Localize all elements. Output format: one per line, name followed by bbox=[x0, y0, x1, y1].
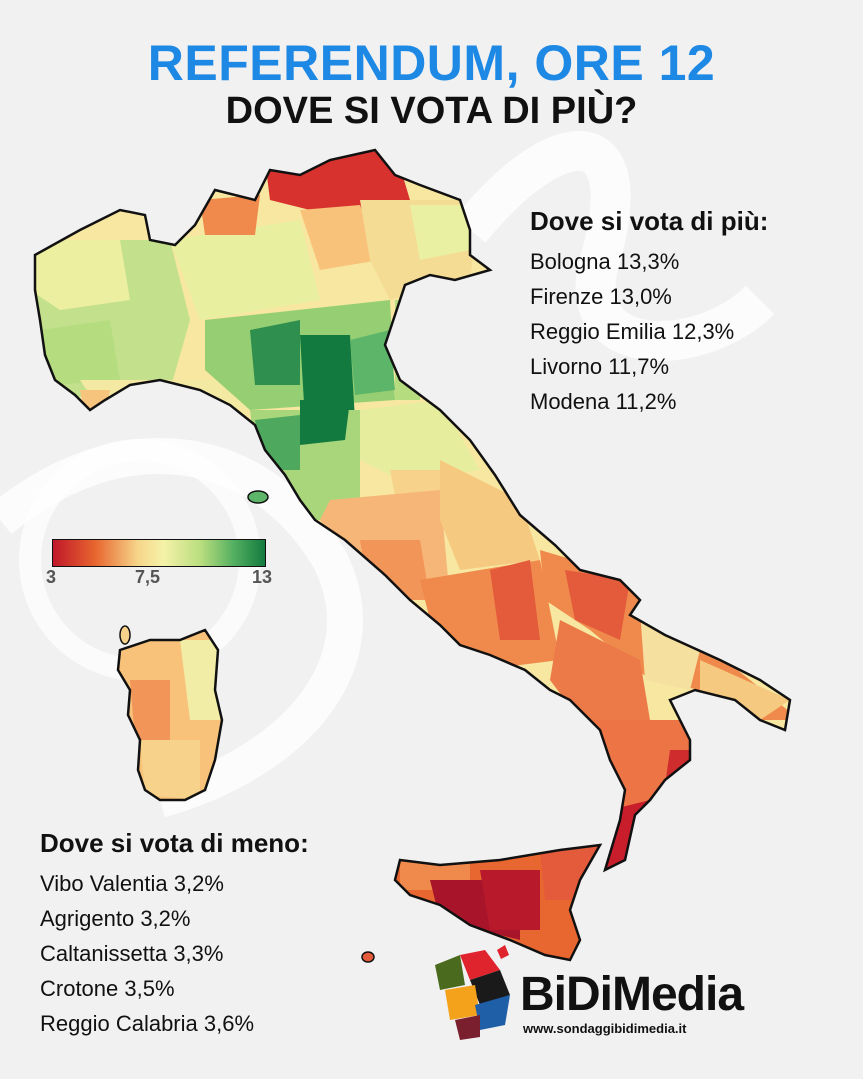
list-item: Reggio Calabria 3,6% bbox=[40, 1011, 255, 1036]
highest-turnout-heading: Dove si vota di più: bbox=[530, 206, 769, 236]
list-item: Livorno 11,7% bbox=[530, 354, 670, 379]
legend-max-label: 13 bbox=[252, 567, 273, 587]
lowest-turnout-list: Vibo Valentia 3,2% Agrigento 3,2% Caltan… bbox=[40, 866, 309, 1041]
list-item: Modena 11,2% bbox=[530, 389, 677, 414]
lowest-turnout-heading: Dove si vota di meno: bbox=[40, 828, 309, 858]
legend-min-label: 3 bbox=[46, 567, 57, 587]
list-item: Vibo Valentia 3,2% bbox=[40, 871, 224, 896]
lowest-turnout-panel: Dove si vota di meno: Vibo Valentia 3,2%… bbox=[40, 828, 309, 1041]
brand-name: BiDiMedia bbox=[520, 968, 744, 1021]
list-item: Agrigento 3,2% bbox=[40, 906, 191, 931]
page-subtitle: DOVE SI VOTA DI PIÙ? bbox=[225, 90, 638, 132]
highest-turnout-panel: Dove si vota di più: Bologna 13,3% Firen… bbox=[530, 206, 768, 419]
highest-turnout-list: Bologna 13,3% Firenze 13,0% Reggio Emili… bbox=[530, 244, 768, 419]
color-scale-bar bbox=[52, 539, 266, 567]
sardinia-provinces bbox=[118, 630, 222, 800]
color-scale-legend: 3 7,5 13 bbox=[40, 535, 280, 595]
bidimedia-logo: BiDiMedia www.sondaggibidimedia.it bbox=[425, 945, 815, 1045]
website-url: www.sondaggibidimedia.it bbox=[523, 1021, 687, 1036]
list-item: Reggio Emilia 12,3% bbox=[530, 319, 735, 344]
legend-mid-label: 7,5 bbox=[135, 567, 161, 587]
list-item: Caltanissetta 3,3% bbox=[40, 941, 224, 966]
list-item: Crotone 3,5% bbox=[40, 976, 175, 1001]
rooster-logo-icon bbox=[435, 945, 510, 1040]
page-title: REFERENDUM, ORE 12 bbox=[147, 35, 716, 91]
list-item: Firenze 13,0% bbox=[530, 284, 672, 309]
list-item: Bologna 13,3% bbox=[530, 249, 680, 274]
